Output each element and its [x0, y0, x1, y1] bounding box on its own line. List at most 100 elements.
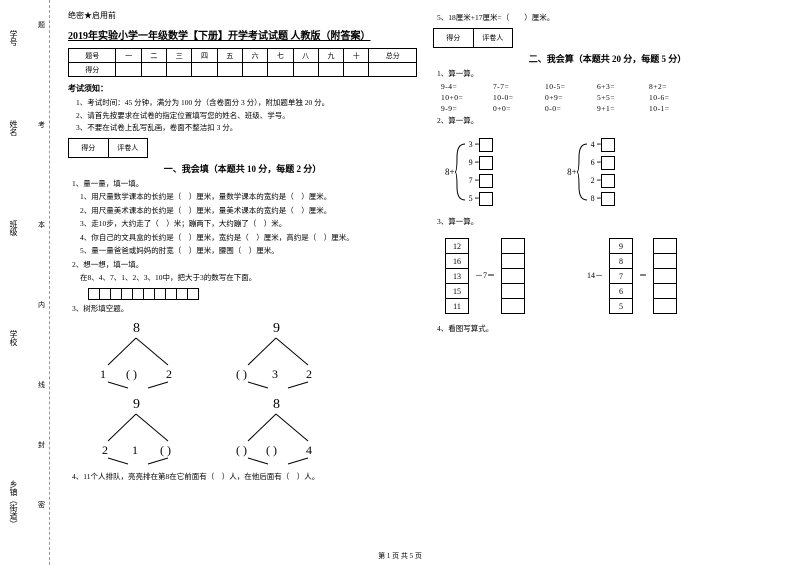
q3: 3、树形填空题。	[72, 304, 417, 315]
svg-text:2: 2	[306, 367, 312, 381]
stack-cell[interactable]	[501, 298, 525, 314]
score-header-cell: 五	[217, 49, 242, 63]
label-xuexiao: 学校	[8, 330, 19, 350]
c2-title: 2、算一算。	[437, 116, 782, 127]
stack-cell[interactable]	[653, 283, 677, 299]
tree-2: 9 ( ) 3 2	[228, 320, 328, 390]
tree-row-2: 9 2 1 ( ) 8 ( ) ( ) 4	[88, 396, 417, 466]
svg-text:9: 9	[133, 397, 140, 412]
score-cell[interactable]	[217, 63, 242, 77]
stack1-op: －7＝	[475, 270, 495, 281]
scorebox-defen: 得分	[69, 139, 109, 157]
bracket-row: 5 =	[469, 192, 494, 206]
score-header-cell: 四	[192, 49, 217, 63]
bracket-row: 3 =	[469, 138, 494, 152]
stack-cell[interactable]	[501, 253, 525, 269]
main-content: 绝密★启用前 2019年实验小学一年级数学【下册】开学考试试题 人教版（附答案）…	[50, 0, 800, 565]
calc-row: 10+0=10-0=0+9=5+5=10-6=	[441, 93, 782, 102]
stack-cell: 13	[445, 268, 469, 284]
score-cell[interactable]	[141, 63, 166, 77]
svg-text:( ): ( )	[236, 443, 247, 457]
c4-title: 4、看图写算式。	[437, 324, 782, 335]
stack-cell[interactable]	[501, 238, 525, 254]
left-brace-icon	[455, 142, 467, 202]
dash-label-0: 题	[38, 20, 45, 30]
svg-text:( ): ( )	[126, 367, 137, 381]
stack-cell[interactable]	[653, 268, 677, 284]
answer-box[interactable]	[479, 174, 493, 188]
answer-box[interactable]	[601, 138, 615, 152]
score-cell[interactable]	[344, 63, 369, 77]
left-column: 绝密★启用前 2019年实验小学一年级数学【下册】开学考试试题 人教版（附答案）…	[60, 10, 425, 545]
score-cell[interactable]	[192, 63, 217, 77]
bracket-2: 8+ 4 =6 =2 =8 =	[567, 138, 617, 206]
stack-cell: 5	[609, 298, 633, 314]
page-footer: 第 1 页 共 5 页	[0, 551, 800, 561]
bracket1-left: 8+	[445, 167, 455, 177]
answer-box[interactable]	[601, 156, 615, 170]
calc-row: 9-9=0+0=0-0=9+1=10-1=	[441, 104, 782, 113]
score-header-cell: 二	[141, 49, 166, 63]
score-cell[interactable]	[116, 63, 141, 77]
score-header-cell: 一	[116, 49, 141, 63]
answer-box[interactable]	[479, 138, 493, 152]
score-cell[interactable]	[369, 63, 417, 77]
q4: 4、11个人排队，亮亮排在第8在它前面有（ ）人，在他后面有（ ）人。	[72, 472, 417, 483]
bracket-row: 9 =	[469, 156, 494, 170]
score-cell[interactable]	[242, 63, 267, 77]
bracket-1: 8+ 3 = 9 = 7 = 5 =	[445, 138, 495, 206]
stack-cell[interactable]	[501, 268, 525, 284]
svg-text:9: 9	[273, 321, 280, 336]
score-cell[interactable]	[268, 63, 293, 77]
stack-cell[interactable]	[501, 283, 525, 299]
stack-cell: 15	[445, 283, 469, 299]
bracket-row: 7 =	[469, 174, 494, 188]
bracket-diagrams: 8+ 3 =9 =7 =5 = 8+ 4 =6 =2 =8 =	[433, 130, 782, 214]
tree-3: 9 2 1 ( )	[88, 396, 188, 466]
svg-text:3: 3	[272, 367, 278, 381]
bracket2-left: 8+	[567, 167, 577, 177]
answer-boxes	[88, 288, 417, 300]
stack-cell: 12	[445, 238, 469, 254]
score-header-cell: 总分	[369, 49, 417, 63]
score-header-cell: 八	[293, 49, 318, 63]
stack-cell[interactable]	[653, 298, 677, 314]
stack-diagrams: 1216131511 －7＝ 14－ 98765 ＝	[433, 230, 782, 321]
bracket-row: 6 =	[591, 156, 616, 170]
q1-sub1: 1、用尺量数学课本的长约是（ ）厘米，量数学课本的宽约是（ ）厘米。	[80, 192, 417, 203]
stack-cell[interactable]	[653, 253, 677, 269]
scorebox-grader-2: 评卷人	[474, 29, 513, 47]
exam-title: 2019年实验小学一年级数学【下册】开学考试试题 人教版（附答案）	[68, 27, 417, 42]
score-cell[interactable]	[293, 63, 318, 77]
answer-box[interactable]	[187, 288, 199, 300]
section-scorebox-1: 得分 评卷人	[68, 138, 148, 158]
q5: 5、18厘米+17厘米=（ ）厘米。	[437, 13, 782, 24]
label-xingming: 姓名	[8, 120, 19, 140]
answer-box[interactable]	[601, 192, 615, 206]
dash-label-3: 内	[38, 300, 45, 310]
answer-box[interactable]	[479, 156, 493, 170]
svg-text:( ): ( )	[236, 367, 247, 381]
svg-text:2: 2	[102, 443, 108, 457]
dash-label-1: 考	[38, 120, 45, 130]
q1: 1、量一量，填一填。	[72, 179, 417, 190]
stack2-left: 14－	[587, 270, 603, 281]
q2: 2、想一想，填一填。	[72, 260, 417, 271]
answer-box[interactable]	[601, 174, 615, 188]
svg-text:1: 1	[132, 443, 138, 457]
stack-cell: 9	[609, 238, 633, 254]
bracket-row: 2 =	[591, 174, 616, 188]
stack-2: 14－ 98765 ＝	[587, 238, 677, 313]
svg-text:8: 8	[133, 321, 140, 336]
notice-2: 2、请首先按要求在试卷的指定位置填写您的姓名、班级、学号。	[76, 111, 417, 122]
score-cell[interactable]	[167, 63, 192, 77]
answer-box[interactable]	[479, 192, 493, 206]
q1-sub5: 5、量一量爸爸或妈妈的肘宽（ ）厘米，腰围（ ）厘米。	[80, 246, 417, 257]
score-row2-label: 得分	[69, 63, 116, 77]
score-cell[interactable]	[318, 63, 343, 77]
c3-title: 3、算一算。	[437, 217, 782, 228]
svg-text:1: 1	[100, 367, 106, 381]
score-header-cell: 九	[318, 49, 343, 63]
notice-3: 3、不要在试卷上乱写乱画，卷面不整洁扣 3 分。	[76, 123, 417, 134]
stack-cell[interactable]	[653, 238, 677, 254]
